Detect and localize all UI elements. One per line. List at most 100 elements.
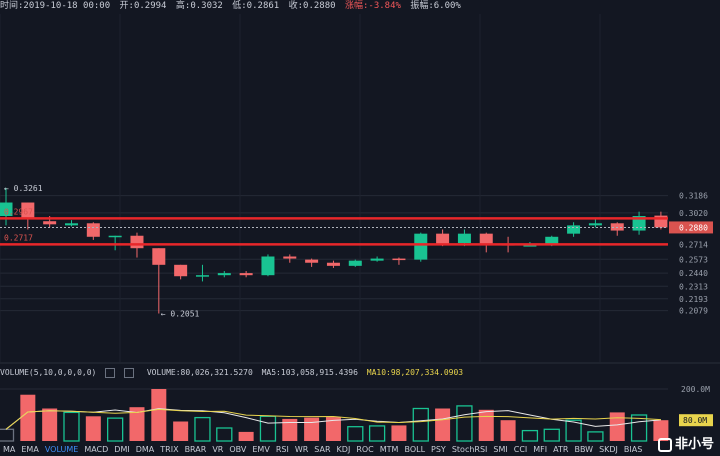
volume-bar: [543, 428, 560, 442]
indicator-tab[interactable]: MTM: [379, 445, 399, 454]
logo-text: 非小号: [674, 437, 714, 452]
candle-body: [610, 223, 624, 231]
candle-body: [414, 233, 428, 260]
indicator-tab[interactable]: BBW: [574, 445, 594, 454]
price-tick-label: 0.2313: [679, 282, 708, 291]
candle-body: [523, 245, 537, 247]
volume-bar: [42, 408, 58, 441]
indicator-tab[interactable]: MFI: [533, 445, 548, 454]
indicator-tab[interactable]: BIAS: [623, 445, 643, 454]
volume-bar: [259, 415, 277, 442]
indicator-tab[interactable]: DMI: [114, 445, 130, 454]
candle: [588, 219, 602, 228]
candle: [370, 256, 384, 262]
candle: [261, 254, 275, 277]
indicator-tabs: MA EMA VOLUME MACD DMI DMA TRIX BRAR VR OBV EMV RSI…: [0, 443, 642, 456]
candle: [86, 222, 100, 240]
indicator-tab[interactable]: SAR: [314, 445, 331, 454]
indicator-tab[interactable]: SMI: [493, 445, 508, 454]
price-tick-label: 0.2573: [679, 255, 708, 264]
volume-bar: [151, 389, 167, 441]
time-readout: 时间:2019-10-18 00:00: [0, 1, 111, 11]
ohlc-header: 时间:2019-10-18 00:00 开:0.2994 高:0.3032 低:…: [0, 0, 720, 12]
volume-bar: [238, 431, 254, 441]
volume-bar: [500, 420, 516, 441]
indicator-tab[interactable]: ATR: [553, 445, 569, 454]
indicator-tab[interactable]: RSI: [275, 445, 289, 454]
candle-body: [370, 258, 384, 261]
indicator-tab[interactable]: MA: [3, 445, 16, 454]
candle: [64, 220, 78, 227]
volume-bar: [85, 416, 101, 441]
volume-ma5: MA5:103,058,915.4396: [261, 368, 358, 377]
volume-bar: [435, 408, 451, 441]
open-readout: 开:0.2994: [119, 1, 167, 11]
indicator-tab[interactable]: ROC: [356, 445, 374, 454]
indicator-tab[interactable]: TRIX: [160, 445, 179, 454]
candle: [392, 257, 406, 265]
change-readout: 涨幅:-3.84%: [344, 1, 401, 11]
current-price-tag: [669, 221, 713, 234]
indicator-tab[interactable]: VR: [212, 445, 224, 454]
candle: [567, 222, 581, 237]
candle-body: [392, 258, 406, 261]
indicator-tab[interactable]: CCI: [513, 445, 528, 454]
volume-bar: [456, 405, 473, 442]
indicator-tab[interactable]: KDJ: [336, 445, 351, 454]
indicator-tab[interactable]: WR: [294, 445, 309, 454]
candle-body: [195, 275, 209, 277]
candle-body: [654, 215, 668, 228]
volume-bar: [173, 421, 189, 441]
indicator-tab[interactable]: StochRSI: [451, 445, 488, 454]
volume-ma10: MA10:98,207,334.0903: [366, 368, 464, 377]
volume-level-tag: [679, 414, 713, 427]
candle: [305, 258, 319, 267]
volume-bar: [391, 425, 407, 441]
volume-bar: [587, 431, 604, 442]
candle-body: [130, 235, 144, 249]
indicator-tab[interactable]: OBV: [229, 445, 247, 454]
indicator-tab[interactable]: EMA: [21, 445, 39, 454]
candle-body: [283, 256, 297, 259]
price-tick-label: 0.3186: [679, 192, 708, 201]
volume-bar: [653, 420, 669, 441]
volume-axis: 200.0M 80.0M: [679, 385, 713, 427]
volume-bar: [347, 426, 364, 442]
candle-body: [545, 236, 559, 245]
indicator-tab[interactable]: BRAR: [184, 445, 207, 454]
volume-bar: [565, 419, 582, 442]
price-tick-label: 0.2193: [679, 295, 708, 304]
candle: [108, 235, 122, 251]
candle: [174, 264, 188, 280]
candlestick-series: [0, 187, 668, 314]
candle-body: [261, 256, 275, 276]
candle: [21, 202, 35, 230]
candle-body: [152, 248, 166, 265]
resistance-label: 0.2967: [4, 207, 33, 216]
volume-bars: [0, 389, 669, 442]
indicator-tab[interactable]: MACD: [84, 445, 109, 454]
indicator-tab[interactable]: VOLUME: [44, 445, 79, 454]
candle: [654, 211, 668, 230]
indicator-tab[interactable]: DMA: [135, 445, 155, 454]
close-icon[interactable]: [123, 367, 134, 378]
candle-body: [21, 202, 35, 219]
volume-bar: [609, 412, 625, 441]
candle-body: [108, 235, 122, 238]
indicator-tab[interactable]: PSY: [431, 445, 446, 454]
candle-body: [217, 273, 231, 276]
indicator-tab[interactable]: SKDJ: [599, 445, 618, 454]
indicator-tab[interactable]: BOLL: [404, 445, 426, 454]
volume-bar: [368, 425, 386, 442]
low-marker: ← 0.2051: [161, 309, 200, 318]
indicator-tab[interactable]: EMV: [252, 445, 270, 454]
settings-icon[interactable]: [105, 367, 116, 378]
candle: [632, 211, 646, 235]
volume-bar: [412, 407, 429, 442]
candle-body: [457, 233, 471, 244]
candle: [283, 254, 297, 263]
amplitude-readout: 振幅:6.00%: [410, 1, 461, 11]
candle: [479, 232, 493, 253]
high-readout: 高:0.3032: [175, 1, 223, 11]
